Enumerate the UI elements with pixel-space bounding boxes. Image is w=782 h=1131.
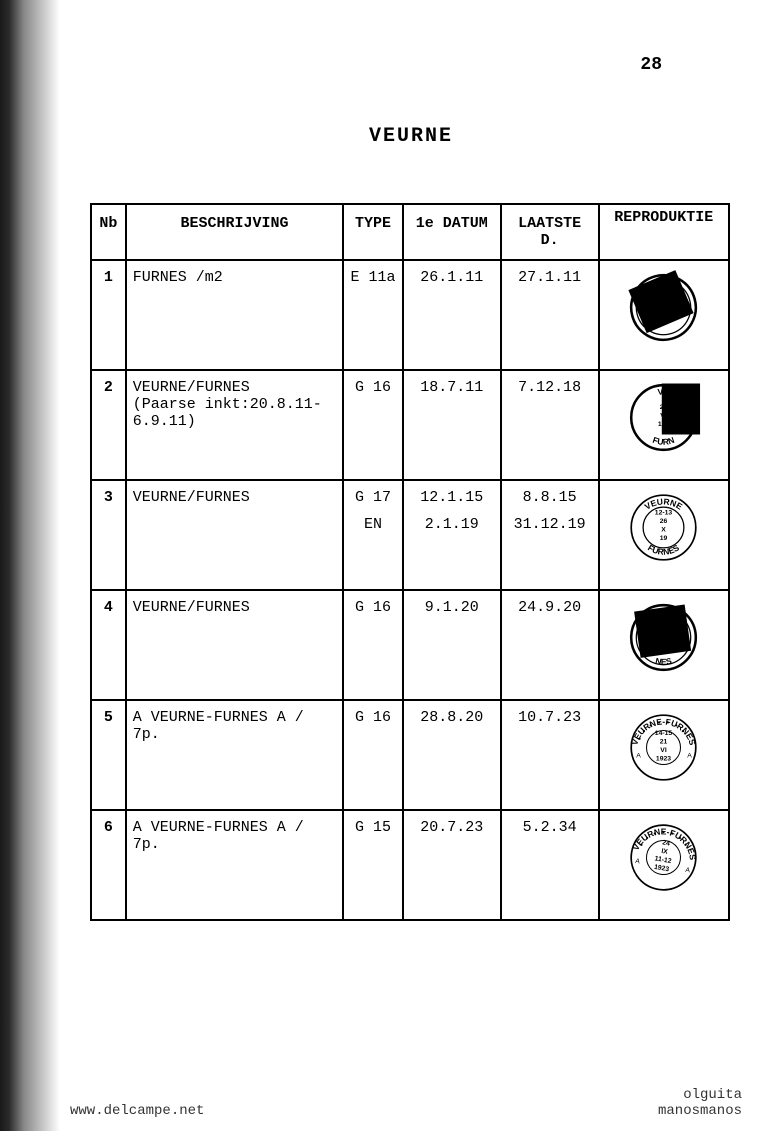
row-num: 1 bbox=[91, 260, 126, 370]
svg-text:FURNES: FURNES bbox=[646, 542, 681, 557]
svg-text:VI: VI bbox=[661, 413, 668, 420]
col-header-date1: 1e DATUM bbox=[403, 204, 501, 260]
row-date1: 12.1.152.1.19 bbox=[403, 480, 501, 590]
row-repro: JANV11 bbox=[599, 260, 729, 370]
row-type: G 16 bbox=[343, 700, 403, 810]
page-title: VEURNE bbox=[70, 125, 752, 148]
row-date1: 28.8.20 bbox=[403, 700, 501, 810]
table-row: 1FURNES /m2E 11a26.1.1127.1.11 JANV11 bbox=[91, 260, 729, 370]
page-number: 28 bbox=[640, 55, 662, 75]
svg-text:A: A bbox=[635, 858, 641, 866]
row-num: 5 bbox=[91, 700, 126, 810]
svg-text:12-13: 12-13 bbox=[655, 510, 673, 517]
row-desc: VEURNE/FURNES bbox=[126, 480, 343, 590]
svg-text:1923: 1923 bbox=[654, 864, 670, 874]
row-date2: 8.8.1531.12.19 bbox=[501, 480, 599, 590]
table-row: 4VEURNE/FURNESG 169.1.2024.9.20 NES bbox=[91, 590, 729, 700]
row-repro: VEURNE-FURNES24IX11-121923AA bbox=[599, 810, 729, 920]
row-type: G 16 bbox=[343, 590, 403, 700]
svg-text:21: 21 bbox=[660, 738, 668, 745]
row-date2: 24.9.20 bbox=[501, 590, 599, 700]
row-num: 6 bbox=[91, 810, 126, 920]
table-header-row: Nb BESCHRIJVING TYPE 1e DATUM LAATSTE D.… bbox=[91, 204, 729, 260]
svg-text:A: A bbox=[637, 753, 642, 760]
postmark-icon: VEURNE-FURNES24IX11-121923AA bbox=[621, 815, 706, 900]
postmark-icon: VEURNEFURNES12-1326X19 bbox=[621, 485, 706, 570]
svg-text:VI: VI bbox=[661, 747, 668, 754]
svg-text:1923: 1923 bbox=[656, 755, 671, 762]
row-num: 4 bbox=[91, 590, 126, 700]
col-header-date2: LAATSTE D. bbox=[501, 204, 599, 260]
row-date2: 27.1.11 bbox=[501, 260, 599, 370]
svg-text:26: 26 bbox=[660, 518, 668, 525]
row-date2: 10.7.23 bbox=[501, 700, 599, 810]
svg-text:IX: IX bbox=[661, 848, 669, 856]
svg-text:X: X bbox=[661, 527, 666, 534]
row-type: E 11a bbox=[343, 260, 403, 370]
row-desc: A VEURNE-FURNES A / 7p. bbox=[126, 810, 343, 920]
row-date1: 20.7.23 bbox=[403, 810, 501, 920]
binding-shadow bbox=[0, 0, 60, 1131]
svg-text:191: 191 bbox=[658, 421, 670, 428]
table-row: 2VEURNE/FURNES (Paarse inkt:20.8.11- 6.9… bbox=[91, 370, 729, 480]
row-num: 2 bbox=[91, 370, 126, 480]
postmark-icon: NES bbox=[621, 595, 706, 680]
svg-text:A: A bbox=[685, 867, 691, 875]
row-type: G 16 bbox=[343, 370, 403, 480]
table-row: 6A VEURNE-FURNES A / 7p.G 1520.7.235.2.3… bbox=[91, 810, 729, 920]
row-repro: NES bbox=[599, 590, 729, 700]
row-type: G 17EN bbox=[343, 480, 403, 590]
row-repro: VEFURN20VI191 bbox=[599, 370, 729, 480]
row-num: 3 bbox=[91, 480, 126, 590]
postmark-icon: JANV11 bbox=[621, 265, 706, 350]
row-date1: 9.1.20 bbox=[403, 590, 501, 700]
row-date2: 5.2.34 bbox=[501, 810, 599, 920]
postmark-icon: VEURNE-FURNES14-1521VI1923AA bbox=[621, 705, 706, 790]
svg-text:A: A bbox=[688, 753, 693, 760]
svg-text:20: 20 bbox=[660, 404, 668, 411]
postmark-table: Nb BESCHRIJVING TYPE 1e DATUM LAATSTE D.… bbox=[90, 203, 730, 921]
watermark-right: olguita manosmanos bbox=[658, 1087, 742, 1119]
row-desc: VEURNE/FURNES bbox=[126, 590, 343, 700]
col-header-num: Nb bbox=[91, 204, 126, 260]
row-type: G 15 bbox=[343, 810, 403, 920]
svg-text:FURN: FURN bbox=[652, 435, 676, 447]
svg-text:19: 19 bbox=[660, 535, 668, 542]
postmark-icon: VEFURN20VI191 bbox=[621, 375, 706, 460]
row-date1: 26.1.11 bbox=[403, 260, 501, 370]
col-header-desc: BESCHRIJVING bbox=[126, 204, 343, 260]
svg-text:NES: NES bbox=[655, 656, 673, 667]
row-repro: VEURNE-FURNES14-1521VI1923AA bbox=[599, 700, 729, 810]
col-header-repro: REPRODUKTIE bbox=[599, 204, 729, 260]
row-desc: FURNES /m2 bbox=[126, 260, 343, 370]
row-date2: 7.12.18 bbox=[501, 370, 599, 480]
row-date1: 18.7.11 bbox=[403, 370, 501, 480]
row-desc: A VEURNE-FURNES A / 7p. bbox=[126, 700, 343, 810]
table-row: 5A VEURNE-FURNES A / 7p.G 1628.8.2010.7.… bbox=[91, 700, 729, 810]
col-header-type: TYPE bbox=[343, 204, 403, 260]
watermark-left: www.delcampe.net bbox=[70, 1103, 204, 1119]
table-row: 3VEURNE/FURNESG 17EN12.1.152.1.198.8.153… bbox=[91, 480, 729, 590]
row-desc: VEURNE/FURNES (Paarse inkt:20.8.11- 6.9.… bbox=[126, 370, 343, 480]
row-repro: VEURNEFURNES12-1326X19 bbox=[599, 480, 729, 590]
